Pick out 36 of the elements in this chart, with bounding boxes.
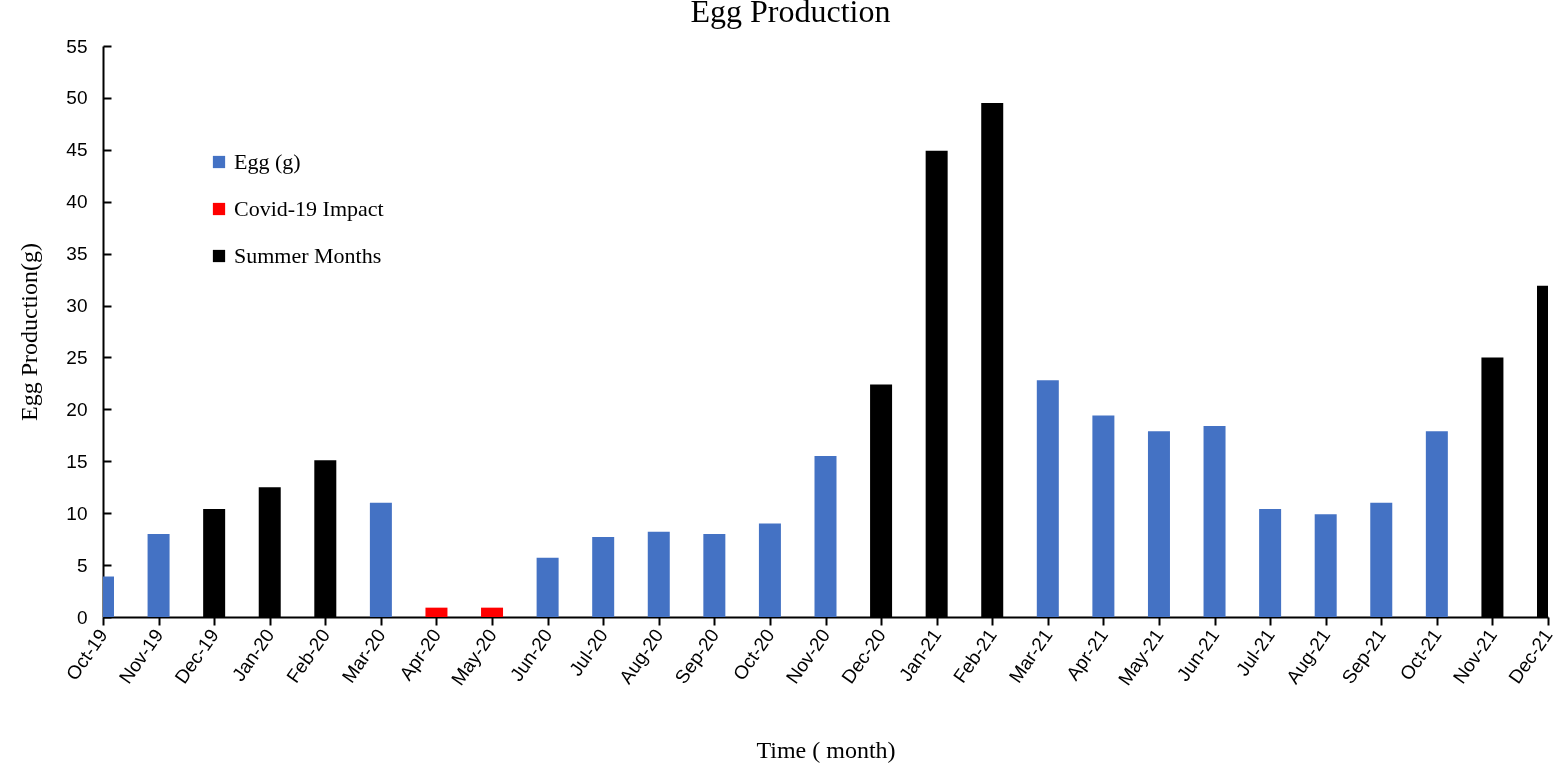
bar (1259, 509, 1282, 617)
bar (1425, 431, 1448, 617)
legend-label: Egg (g) (234, 149, 301, 174)
bar (703, 533, 726, 617)
y-tick-label: 50 (66, 87, 88, 109)
y-tick-label: 25 (66, 346, 88, 368)
bar (147, 533, 170, 617)
bar (1314, 514, 1337, 617)
y-tick-label: 0 (76, 606, 88, 628)
bar (369, 502, 392, 617)
y-axis-title: Egg Production(g) (16, 243, 43, 421)
bar (647, 531, 670, 617)
legend-label: Covid-19 Impact (234, 196, 384, 221)
y-tick-label: 45 (66, 139, 88, 161)
bar (592, 537, 615, 617)
bar (425, 607, 448, 617)
bar (1147, 431, 1170, 617)
y-tick-label: 20 (66, 398, 88, 420)
bar (814, 456, 837, 617)
y-tick-label: 35 (66, 243, 88, 265)
y-tick-label: 15 (66, 450, 88, 472)
bar (1036, 380, 1059, 617)
legend-label: Summer Months (234, 243, 382, 268)
bar (1203, 425, 1226, 617)
bar (1092, 415, 1115, 617)
y-tick-label: 55 (66, 35, 88, 57)
y-tick-label: 30 (66, 295, 88, 317)
y-tick-label: 5 (76, 554, 88, 576)
bar (536, 557, 559, 617)
x-axis-title: Time ( month) (756, 737, 896, 764)
bar (481, 607, 504, 617)
bar (1370, 502, 1393, 617)
y-tick-label: 40 (66, 191, 88, 213)
y-tick-label: 10 (66, 502, 88, 524)
bar (758, 523, 781, 617)
chart-title: Egg Production (690, 0, 891, 29)
